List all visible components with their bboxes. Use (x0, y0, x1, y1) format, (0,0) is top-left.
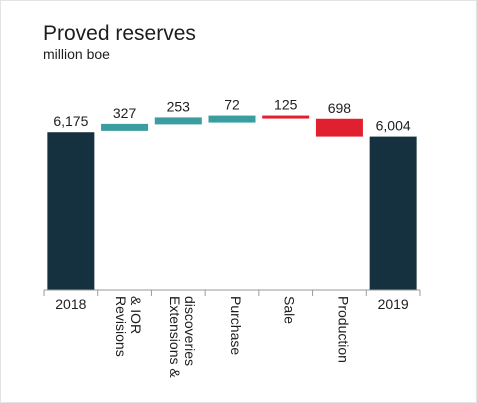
tick-label-sale: Sale (282, 296, 298, 324)
tick-label-revisions-ior: & IOR (128, 296, 144, 334)
value-label-production: 698 (328, 100, 352, 116)
value-label-extensions-discoveries: 253 (167, 98, 191, 114)
tick-label-2018: 2018 (55, 296, 86, 312)
chart-subtitle: million boe (43, 46, 110, 62)
tick-label-extensions-discoveries: discoveries (182, 296, 198, 366)
bar-2018 (47, 132, 95, 290)
value-label-2019: 6,004 (376, 118, 411, 134)
value-label-2018: 6,175 (53, 113, 88, 129)
bar-2019 (369, 136, 417, 290)
tick-label-purchase: Purchase (228, 296, 244, 355)
bar-sale (262, 115, 310, 119)
tick-label-2019: 2019 (378, 296, 409, 312)
tick-label-production: Production (335, 296, 351, 363)
bar-extensions-discoveries (154, 117, 202, 125)
chart-title: Proved reserves (43, 22, 196, 45)
bar-revisions-ior (101, 123, 149, 131)
tick-label-extensions-discoveries: Extensions & (167, 296, 183, 378)
bar-purchase (208, 115, 256, 123)
value-label-revisions-ior: 327 (113, 105, 137, 121)
tick-label-revisions-ior: Revisions (113, 296, 129, 357)
bar-production (315, 118, 363, 137)
value-label-sale: 125 (274, 97, 298, 113)
value-label-purchase: 72 (224, 97, 240, 113)
